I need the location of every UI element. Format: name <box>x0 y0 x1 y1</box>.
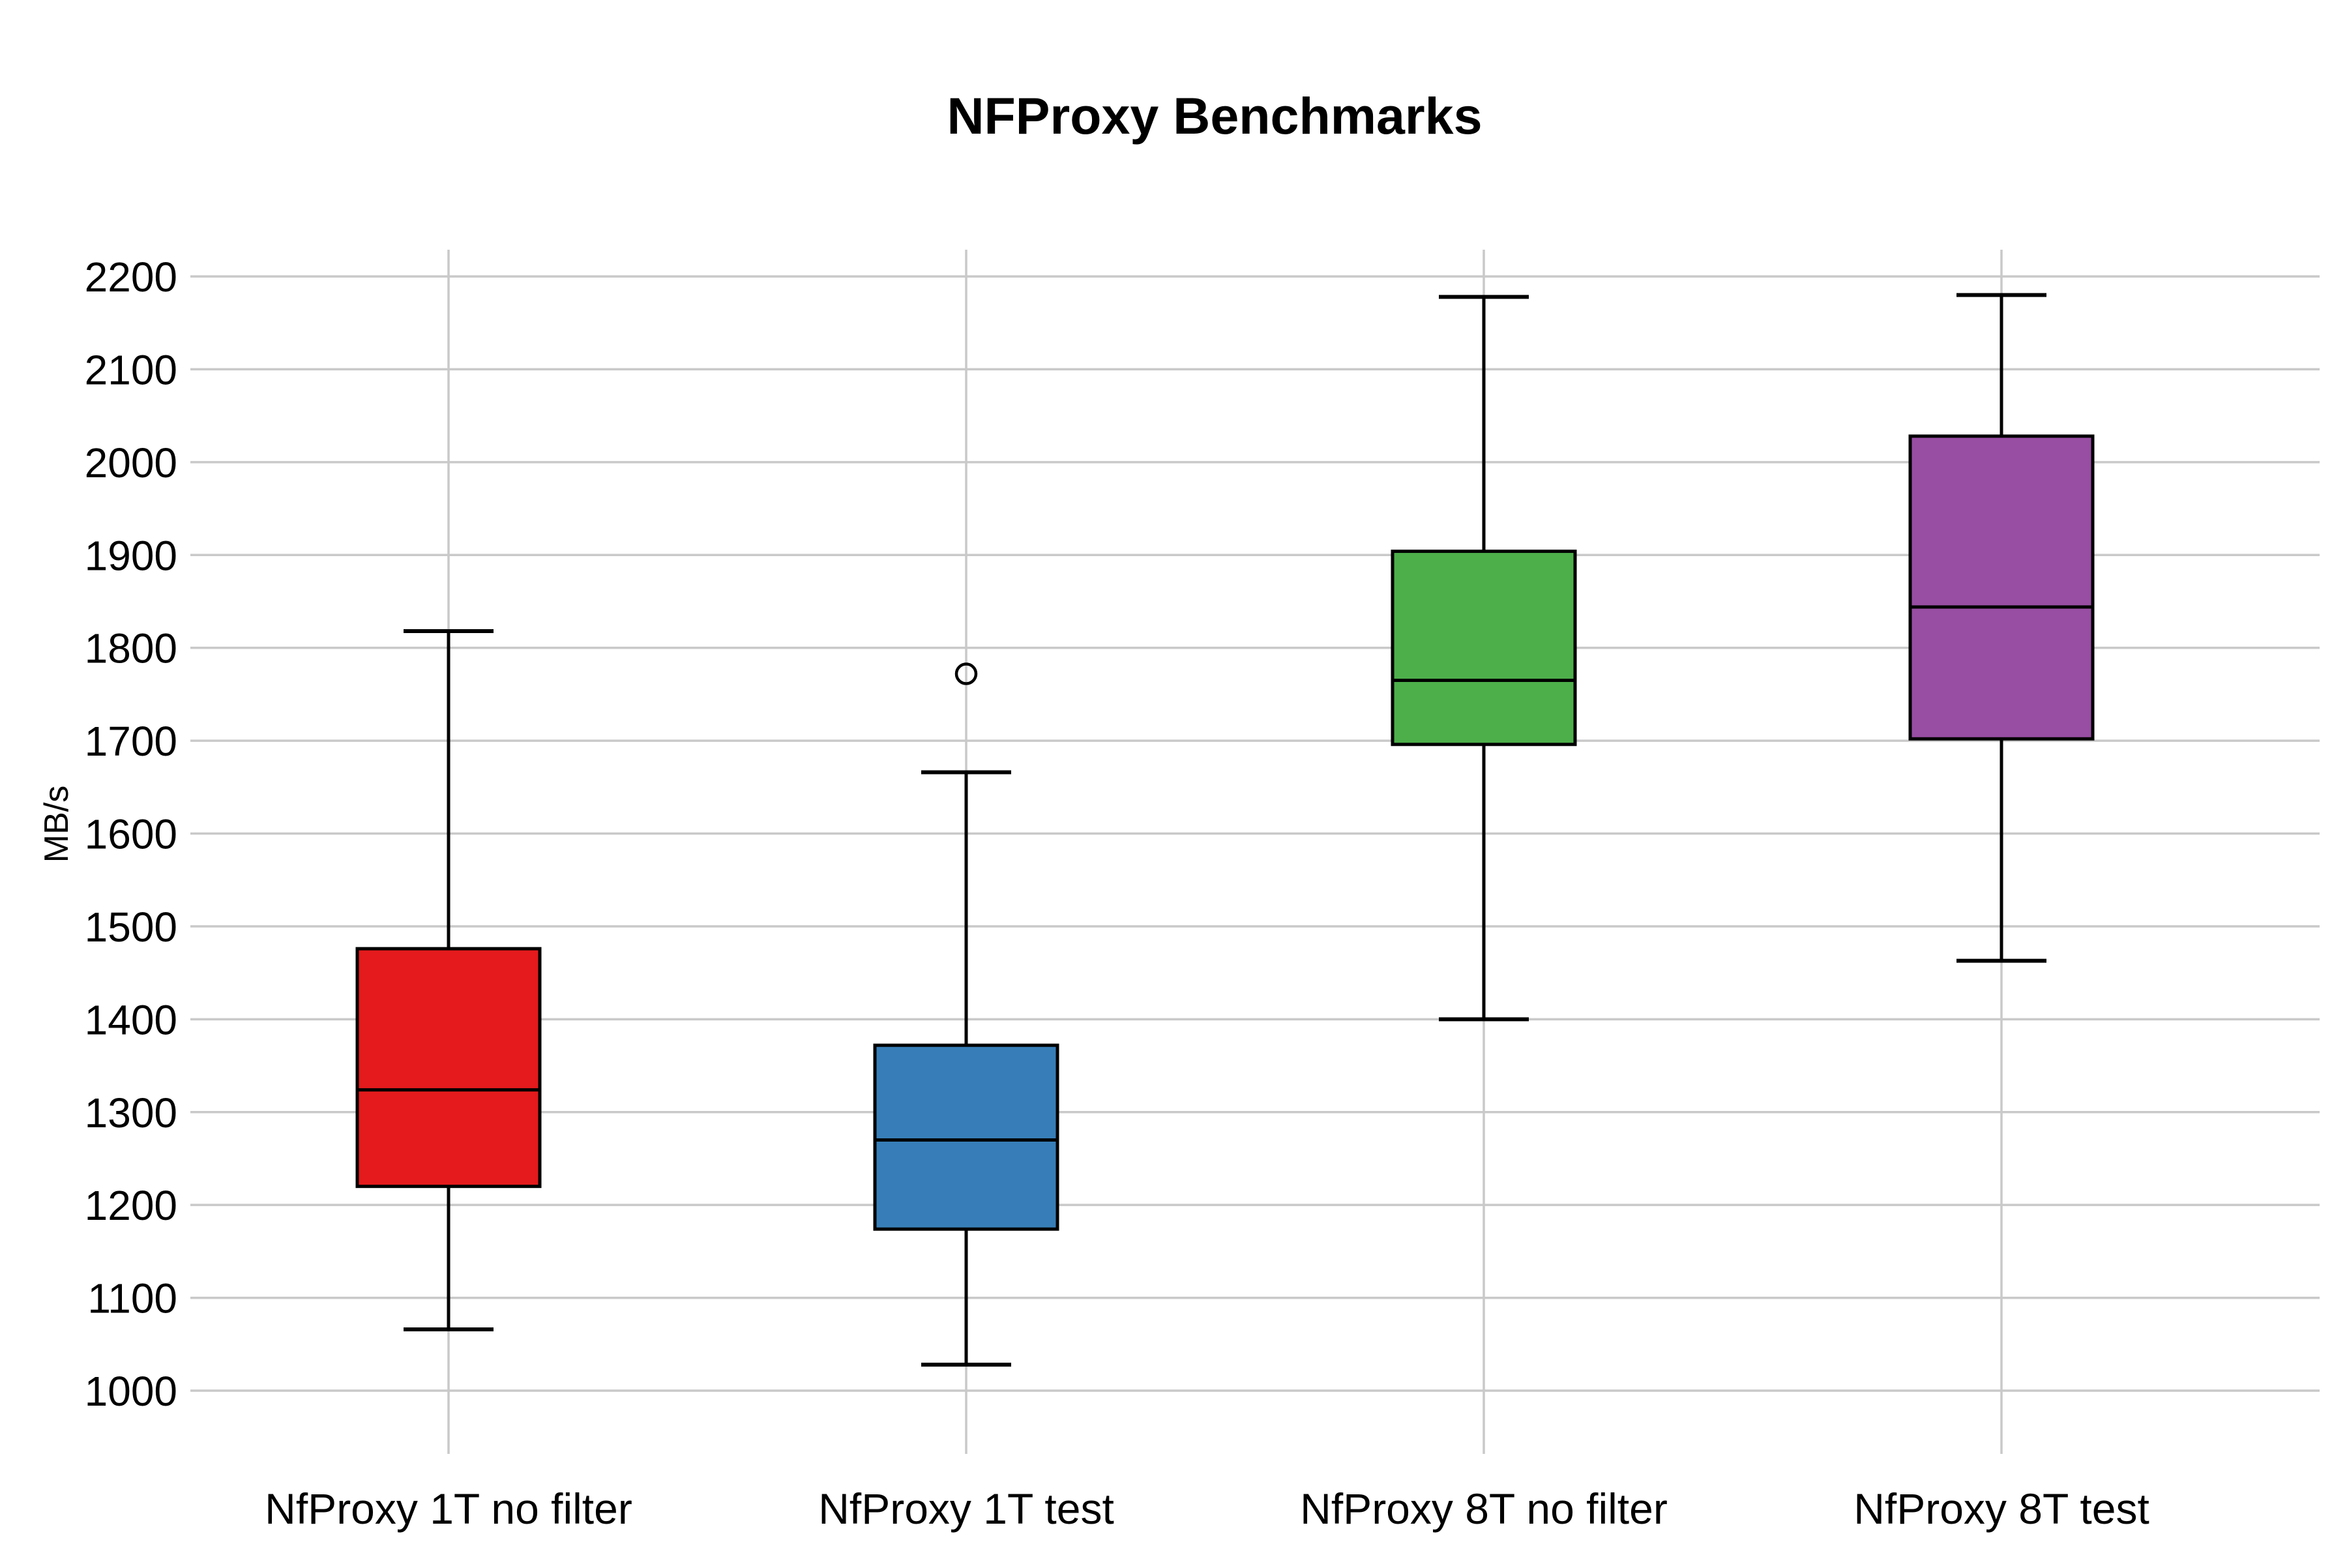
y-tick-label-1800: 1800 <box>85 625 177 672</box>
box-nfproxy-8t-test <box>1908 293 2095 963</box>
y-tick-label-1400: 1400 <box>85 996 177 1043</box>
x-category-label-nfproxy-8t-no-filter: NfProxy 8T no filter <box>1300 1485 1668 1533</box>
y-tick-label-1000: 1000 <box>85 1368 177 1415</box>
x-category-labels: NfProxy 1T no filter NfProxy 1T test NfPro… <box>265 1485 2149 1533</box>
iqr-box <box>355 947 542 1189</box>
box-nfproxy-8t-no-filter <box>1391 295 1577 1022</box>
y-tick-label-1700: 1700 <box>85 718 177 765</box>
y-tick-label-1600: 1600 <box>85 811 177 858</box>
x-category-label-nfproxy-1t-no-filter: NfProxy 1T no filter <box>265 1485 632 1533</box>
x-category-label-nfproxy-1t-test: NfProxy 1T test <box>818 1485 1114 1533</box>
y-axis-label: MB/s <box>38 786 76 863</box>
y-tick-label-2100: 2100 <box>85 346 177 393</box>
y-tick-label-2200: 2200 <box>85 254 177 301</box>
y-tick-label-1300: 1300 <box>85 1089 177 1136</box>
boxplot-series <box>355 293 2095 1367</box>
y-tick-label-2000: 2000 <box>85 439 177 486</box>
iqr-box <box>1391 550 1577 747</box>
box-nfproxy-1t-no-filter <box>355 629 542 1332</box>
iqr-box <box>873 1043 1059 1231</box>
y-tick-labels: 2200 2100 2000 1900 1800 1700 1600 1500 1400 1300… <box>85 254 177 1415</box>
y-tick-label-1200: 1200 <box>85 1182 177 1229</box>
y-tick-label-1900: 1900 <box>85 532 177 579</box>
outlier-point <box>954 662 978 685</box>
x-category-label-nfproxy-8t-test: NfProxy 8T test <box>1853 1485 2149 1533</box>
y-tick-label-1100: 1100 <box>87 1275 177 1322</box>
iqr-box <box>1908 434 2095 741</box>
chart-title: NFProxy Benchmarks <box>947 87 1482 145</box>
box-nfproxy-1t-test <box>873 662 1059 1367</box>
y-tick-label-1500: 1500 <box>85 904 177 951</box>
